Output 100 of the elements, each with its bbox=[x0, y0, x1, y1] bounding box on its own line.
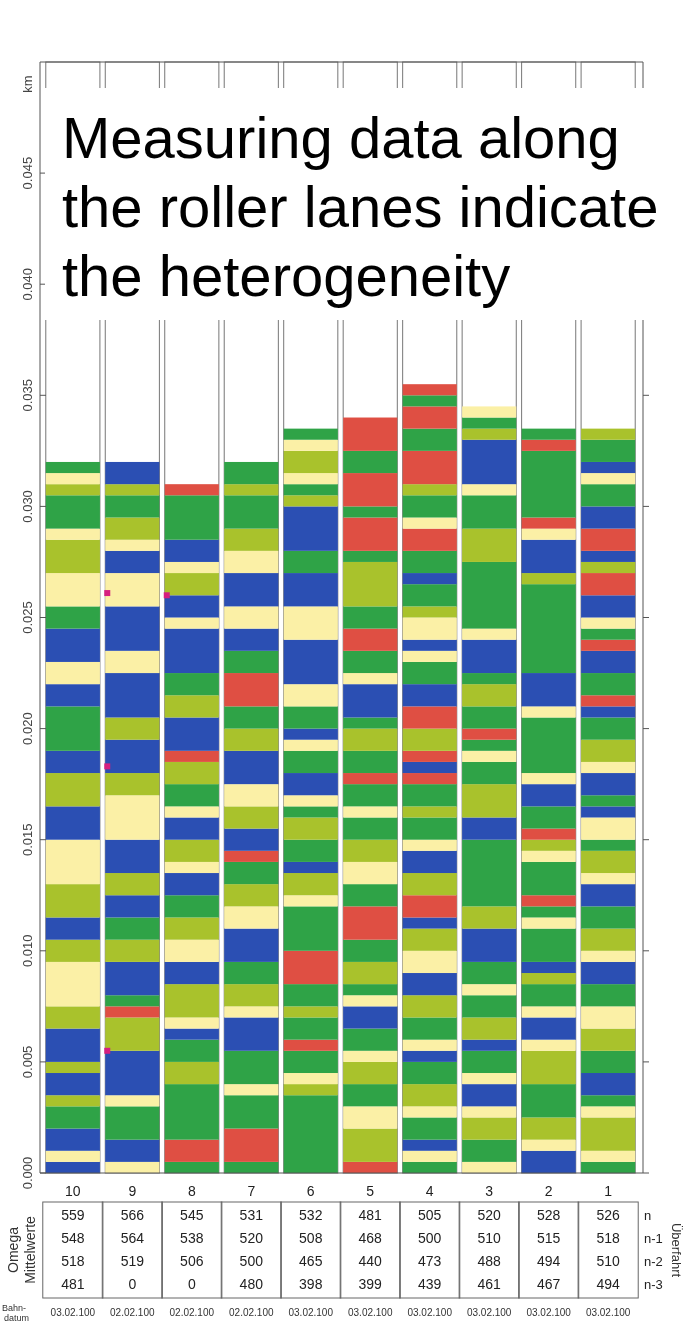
text: 03.02.100 bbox=[585, 1307, 631, 1318]
text: 531 bbox=[239, 1207, 264, 1223]
text: Mittelwerte bbox=[22, 1215, 38, 1284]
bar bbox=[224, 650, 279, 674]
bar bbox=[581, 817, 636, 840]
text: 548 bbox=[61, 1230, 85, 1246]
text: Measuring data along the roller lanes indicate the heterogeneity bbox=[62, 105, 659, 308]
bar bbox=[164, 1161, 219, 1173]
y-tick-label: 0.020 bbox=[20, 712, 35, 745]
y-tick-label: 0.005 bbox=[20, 1045, 35, 1079]
bar bbox=[581, 484, 636, 507]
text: 398 bbox=[299, 1276, 323, 1292]
bar bbox=[283, 606, 338, 640]
bar bbox=[521, 806, 576, 829]
bar bbox=[343, 450, 398, 474]
bar bbox=[45, 939, 100, 962]
bar bbox=[521, 573, 576, 585]
bar bbox=[402, 761, 457, 774]
bar bbox=[283, 639, 338, 685]
bar bbox=[224, 1161, 279, 1173]
bar bbox=[164, 895, 219, 918]
text: 526 bbox=[596, 1207, 621, 1223]
text: Bahn- bbox=[2, 1303, 27, 1313]
bar bbox=[521, 928, 576, 962]
bar bbox=[402, 995, 457, 1018]
text: 440 bbox=[358, 1253, 383, 1269]
bar bbox=[45, 628, 100, 662]
bar bbox=[402, 817, 457, 840]
bar bbox=[283, 506, 338, 551]
bar bbox=[402, 1117, 457, 1140]
y-tick-label: 0.035 bbox=[20, 379, 35, 412]
bar bbox=[45, 1106, 100, 1129]
bar bbox=[283, 728, 338, 740]
bar bbox=[462, 1050, 517, 1074]
bar bbox=[462, 739, 517, 751]
text: 494 bbox=[536, 1253, 561, 1269]
bar bbox=[164, 495, 219, 540]
text: 03.02.100 bbox=[347, 1307, 393, 1318]
text: 519 bbox=[120, 1253, 145, 1269]
text: 473 bbox=[418, 1253, 442, 1269]
bar bbox=[283, 428, 338, 440]
x-tick-label: 9 bbox=[128, 1183, 137, 1199]
bar bbox=[45, 773, 100, 807]
text: 02.02.100 bbox=[169, 1307, 215, 1318]
bar bbox=[45, 1028, 100, 1062]
bar bbox=[164, 628, 219, 674]
bar bbox=[343, 961, 398, 985]
text: 02.02.100 bbox=[110, 1307, 155, 1318]
bar bbox=[45, 1073, 100, 1096]
bar bbox=[283, 1050, 338, 1074]
bar bbox=[521, 1139, 576, 1151]
text: 564 bbox=[120, 1230, 145, 1246]
bar bbox=[343, 884, 398, 907]
bar bbox=[224, 784, 279, 807]
bar bbox=[343, 839, 398, 862]
bar bbox=[343, 995, 398, 1007]
bar bbox=[521, 539, 576, 574]
bar bbox=[224, 461, 279, 485]
bar bbox=[581, 984, 636, 1007]
x-tick-label: 4 bbox=[425, 1183, 434, 1199]
bar bbox=[402, 1161, 457, 1173]
bar bbox=[343, 550, 398, 562]
bar bbox=[402, 584, 457, 607]
bar bbox=[581, 1050, 636, 1074]
bar bbox=[45, 706, 100, 751]
bar bbox=[521, 1084, 576, 1118]
bar bbox=[581, 439, 636, 462]
bar bbox=[45, 806, 100, 840]
text: 03.02.100 bbox=[288, 1307, 334, 1318]
y-tick-label: 0.045 bbox=[20, 156, 35, 190]
text: 488 bbox=[477, 1253, 502, 1269]
bar bbox=[45, 528, 100, 540]
bar bbox=[164, 784, 219, 807]
bar bbox=[402, 684, 457, 707]
bar bbox=[402, 528, 457, 551]
text: 508 bbox=[299, 1230, 323, 1246]
bar bbox=[45, 1150, 100, 1162]
bar bbox=[343, 984, 398, 996]
bar bbox=[283, 1095, 338, 1173]
y-tick-label: 0.000 bbox=[20, 1156, 35, 1190]
bar bbox=[402, 1050, 457, 1062]
text: 500 bbox=[239, 1253, 264, 1269]
text: 559 bbox=[61, 1207, 85, 1223]
y-axis-title: km bbox=[20, 75, 35, 93]
bar bbox=[164, 917, 219, 940]
bar bbox=[402, 784, 457, 807]
bar bbox=[521, 906, 576, 918]
bar bbox=[402, 384, 457, 396]
text: 510 bbox=[596, 1253, 621, 1269]
bar bbox=[462, 761, 517, 785]
y-tick-label: 0.010 bbox=[20, 934, 35, 968]
bar bbox=[105, 606, 160, 651]
text: n-3 bbox=[644, 1277, 663, 1292]
bar bbox=[283, 795, 338, 807]
bar bbox=[402, 917, 457, 929]
bar bbox=[164, 617, 219, 629]
text: 520 bbox=[477, 1207, 502, 1223]
text: 439 bbox=[418, 1276, 442, 1292]
text: 399 bbox=[358, 1276, 383, 1292]
bar bbox=[462, 995, 517, 1018]
